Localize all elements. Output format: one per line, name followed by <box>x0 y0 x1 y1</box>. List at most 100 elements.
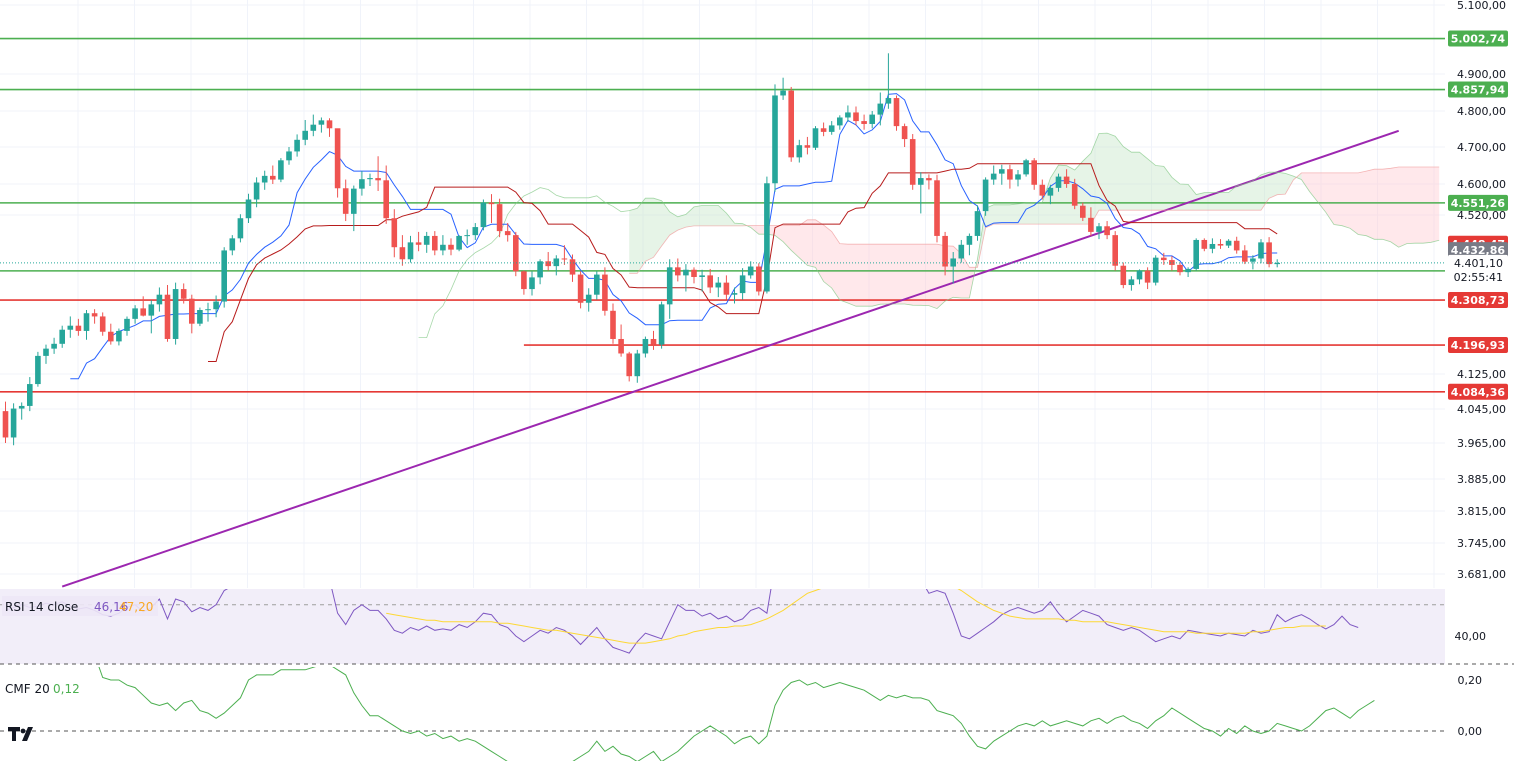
candle[interactable] <box>1104 221 1110 240</box>
candle[interactable] <box>124 316 130 336</box>
candle[interactable] <box>213 295 219 318</box>
candle[interactable] <box>699 269 705 292</box>
candle[interactable] <box>383 165 389 224</box>
candle[interactable] <box>610 303 616 344</box>
candle[interactable] <box>796 139 803 163</box>
candle[interactable] <box>1047 184 1054 205</box>
candle[interactable] <box>1080 202 1086 222</box>
candle[interactable] <box>772 84 778 192</box>
candle[interactable] <box>658 301 665 349</box>
candle[interactable] <box>885 53 892 109</box>
candle[interactable] <box>707 268 713 294</box>
candle[interactable] <box>221 247 227 308</box>
ascending-trendline[interactable] <box>61 129 1400 588</box>
candle[interactable] <box>197 307 203 327</box>
candle[interactable] <box>189 294 195 334</box>
candle[interactable] <box>1039 179 1046 200</box>
candle[interactable] <box>108 323 114 345</box>
candle[interactable] <box>448 238 454 256</box>
candle[interactable] <box>820 122 827 137</box>
candle[interactable] <box>496 198 503 238</box>
candle[interactable] <box>423 231 430 253</box>
candle[interactable] <box>99 312 106 336</box>
candle[interactable] <box>164 285 171 342</box>
candle[interactable] <box>1185 267 1191 277</box>
candle[interactable] <box>561 245 568 265</box>
trendline[interactable] <box>61 129 1400 588</box>
candle[interactable] <box>812 126 819 150</box>
candle[interactable] <box>1233 236 1240 254</box>
candle[interactable] <box>172 282 179 345</box>
candle[interactable] <box>472 223 479 240</box>
candle[interactable] <box>618 324 624 357</box>
candle[interactable] <box>545 252 551 271</box>
candle[interactable] <box>1063 169 1070 188</box>
candle[interactable] <box>893 95 900 131</box>
candle[interactable] <box>918 172 924 214</box>
candle[interactable] <box>1177 262 1183 276</box>
candle[interactable] <box>51 337 57 354</box>
candle[interactable] <box>804 136 811 155</box>
candle[interactable] <box>456 235 462 252</box>
candle[interactable] <box>909 134 916 190</box>
candle[interactable] <box>521 270 527 295</box>
candle[interactable] <box>585 288 592 312</box>
candle[interactable] <box>278 158 284 183</box>
candle[interactable] <box>1071 178 1078 210</box>
candle[interactable] <box>739 268 746 300</box>
horizontal-levels[interactable] <box>0 37 1445 393</box>
candle[interactable] <box>294 134 300 157</box>
candle[interactable] <box>1152 255 1159 286</box>
candle[interactable] <box>756 263 762 296</box>
candle[interactable] <box>861 114 867 130</box>
candle[interactable] <box>1258 239 1264 264</box>
candle[interactable] <box>1007 164 1013 189</box>
candle[interactable] <box>375 156 381 191</box>
candle[interactable] <box>1055 173 1062 192</box>
candle[interactable] <box>691 267 697 284</box>
candle[interactable] <box>180 283 187 304</box>
candle[interactable] <box>634 349 641 383</box>
candle[interactable] <box>666 259 673 319</box>
candle[interactable] <box>59 325 65 348</box>
candle[interactable] <box>1225 239 1232 249</box>
candle[interactable] <box>715 276 722 298</box>
candle[interactable] <box>1120 262 1127 289</box>
candle[interactable] <box>302 120 308 146</box>
cmf-pane[interactable]: 0,20 0,00 <box>0 655 1482 761</box>
candle[interactable] <box>780 77 786 100</box>
candle[interactable] <box>723 275 730 300</box>
candle[interactable] <box>270 165 276 185</box>
candle[interactable] <box>229 235 236 256</box>
candle[interactable] <box>35 351 41 387</box>
candle[interactable] <box>537 259 543 285</box>
candle[interactable] <box>1144 267 1151 290</box>
candle[interactable] <box>132 305 138 324</box>
candle[interactable] <box>432 231 438 256</box>
candle[interactable] <box>1209 238 1216 254</box>
candle[interactable] <box>83 309 90 340</box>
candle[interactable] <box>43 344 49 364</box>
candle[interactable] <box>529 271 535 296</box>
candle[interactable] <box>116 328 122 346</box>
candle[interactable] <box>553 255 560 276</box>
candle[interactable] <box>237 214 244 243</box>
rsi-pane[interactable]: 40,00 <box>0 558 1514 665</box>
tradingview-logo-icon[interactable] <box>8 727 33 741</box>
candle[interactable] <box>675 258 681 282</box>
candle[interactable] <box>75 318 82 336</box>
candle[interactable] <box>1169 256 1175 271</box>
candle[interactable] <box>18 402 25 420</box>
candle[interactable] <box>1096 223 1102 240</box>
candle[interactable] <box>261 170 268 190</box>
candle[interactable] <box>480 199 487 231</box>
candle[interactable] <box>877 92 884 126</box>
candle[interactable] <box>91 309 98 324</box>
candle[interactable] <box>156 287 163 312</box>
candle[interactable] <box>747 261 754 279</box>
candle[interactable] <box>407 235 414 263</box>
candle[interactable] <box>1201 238 1208 252</box>
candle[interactable] <box>934 174 940 243</box>
candle[interactable] <box>845 105 851 122</box>
candle[interactable] <box>958 239 965 263</box>
